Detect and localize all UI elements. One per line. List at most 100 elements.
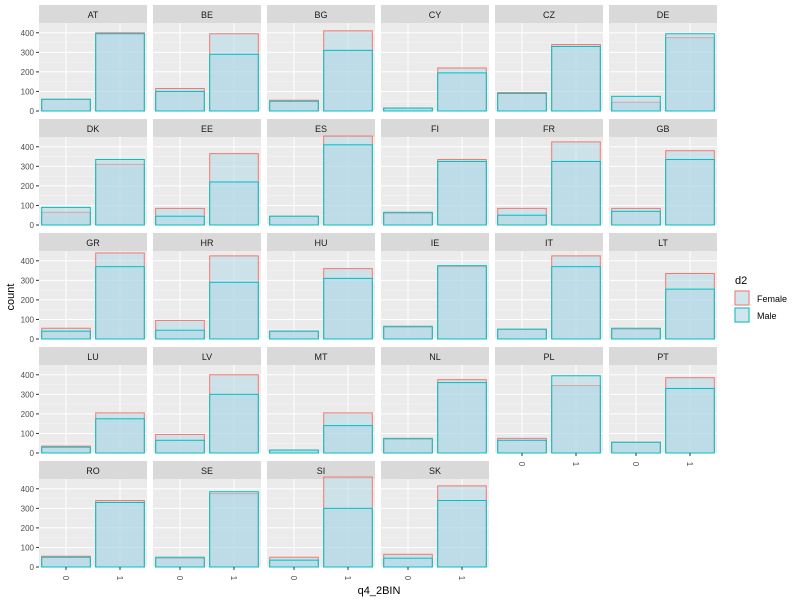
x-axis-label: q4_2BIN <box>358 585 401 597</box>
y-axis-label: count <box>5 284 17 311</box>
legend-items: Female Male <box>734 290 787 323</box>
facet-label: MT <box>315 352 328 362</box>
y-tick-label: 0 <box>30 335 35 344</box>
bar-male-1 <box>323 277 373 340</box>
panel-es: ES <box>267 119 375 226</box>
bar-male-0 <box>41 446 91 454</box>
bar-male-0 <box>497 214 547 226</box>
facet-label: IT <box>545 238 554 248</box>
facet-strip <box>381 5 489 23</box>
facet-strip <box>267 461 375 479</box>
bar-male-0 <box>269 100 319 112</box>
panel-pt: PT 0 1 <box>609 347 717 467</box>
bar-male-1 <box>323 425 373 454</box>
panel-dk: DK 0 100 200 300 400 <box>21 119 147 230</box>
y-tick-label: 400 <box>21 143 35 152</box>
legend-label-female: Female <box>757 294 787 304</box>
facet-label: NL <box>429 352 441 362</box>
y-tick-label: 0 <box>30 107 35 116</box>
facet-label: SE <box>201 466 213 476</box>
bar-male-1 <box>209 181 259 226</box>
facet-label: LV <box>202 352 212 362</box>
panel-at: AT 0 100 200 300 400 <box>21 5 147 116</box>
y-tick-label: 100 <box>21 315 35 324</box>
panel-hu: HU <box>267 233 375 340</box>
bar-male-1 <box>437 500 487 568</box>
bar-male-1 <box>665 387 715 454</box>
bar-male-1 <box>323 49 373 112</box>
bar-male-0 <box>383 325 433 340</box>
bar-male-0 <box>497 328 547 340</box>
facet-label: AT <box>88 10 99 20</box>
panel-se: SE 0 1 <box>153 461 261 581</box>
bar-male-0 <box>41 98 91 112</box>
legend-key-male <box>734 307 750 323</box>
bar-male-1 <box>95 501 145 568</box>
bar-male-1 <box>665 33 715 112</box>
facet-strip <box>153 5 261 23</box>
y-tick-label: 0 <box>30 563 35 572</box>
x-tick-label: 0 <box>631 462 640 467</box>
y-tick-label: 300 <box>21 390 35 399</box>
bar-male-1 <box>323 144 373 226</box>
bar-male-1 <box>437 72 487 112</box>
panel-be: BE <box>153 5 261 112</box>
y-tick-label: 300 <box>21 48 35 57</box>
facet-label: SK <box>429 466 441 476</box>
facet-label: PT <box>657 352 669 362</box>
facet-strip <box>495 5 603 23</box>
y-tick-label: 400 <box>21 371 35 380</box>
facet-strip <box>153 119 261 137</box>
bar-male-0 <box>155 439 205 454</box>
facet-label: ES <box>315 124 327 134</box>
panel-hr: HR <box>153 233 261 340</box>
x-tick-label: 1 <box>229 576 238 581</box>
y-tick-label: 400 <box>21 485 35 494</box>
bar-male-1 <box>437 265 487 340</box>
bar-male-0 <box>155 329 205 340</box>
panel-cz: CZ <box>495 5 603 112</box>
facet-strip <box>153 347 261 365</box>
bar-male-0 <box>611 95 661 112</box>
panel-lt: LT <box>609 233 717 340</box>
bar-male-0 <box>383 557 433 568</box>
panel-ee: EE <box>153 119 261 226</box>
y-tick-label: 200 <box>21 410 35 419</box>
bar-male-0 <box>611 210 661 226</box>
facet-strip <box>267 233 375 251</box>
x-tick-label: 1 <box>343 576 352 581</box>
bar-male-1 <box>437 382 487 454</box>
facet-label: LU <box>87 352 99 362</box>
panel-cy: CY <box>381 5 489 112</box>
facet-label: EE <box>201 124 213 134</box>
bar-male-0 <box>611 327 661 340</box>
y-tick-label: 200 <box>21 182 35 191</box>
facet-strip <box>381 233 489 251</box>
facet-strip <box>609 233 717 251</box>
bar-male-1 <box>209 491 259 568</box>
bar-male-0 <box>383 211 433 226</box>
y-tick-label: 100 <box>21 543 35 552</box>
y-tick-label: 200 <box>21 524 35 533</box>
facet-label: FR <box>543 124 555 134</box>
panel-de: DE <box>609 5 717 112</box>
facet-strip <box>381 347 489 365</box>
bar-male-1 <box>551 266 601 340</box>
facet-strip <box>609 5 717 23</box>
y-tick-label: 300 <box>21 162 35 171</box>
bar-male-0 <box>41 556 91 568</box>
bar-male-0 <box>497 92 547 112</box>
y-tick-label: 300 <box>21 276 35 285</box>
bar-male-0 <box>155 215 205 226</box>
facet-label: RO <box>86 466 100 476</box>
panel-lu: LU 0 100 200 300 400 <box>21 347 147 458</box>
panel-lv: LV <box>153 347 261 454</box>
facet-label: DK <box>87 124 100 134</box>
x-tick-label: 1 <box>457 576 466 581</box>
y-tick-label: 300 <box>21 504 35 513</box>
bar-male-1 <box>551 45 601 112</box>
bar-male-1 <box>665 288 715 340</box>
